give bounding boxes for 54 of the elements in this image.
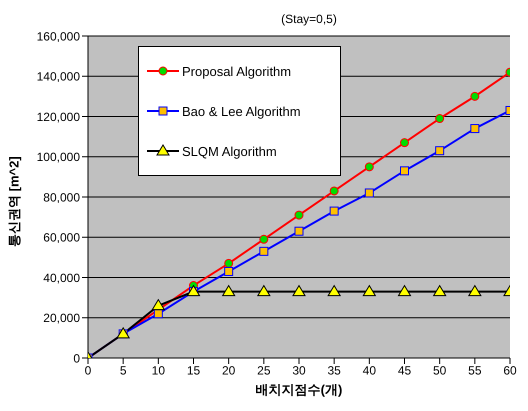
x-tick-label: 40: [362, 364, 376, 378]
point: [468, 285, 482, 296]
point: [294, 226, 304, 236]
legend-label: Bao & Lee Algorithm: [182, 104, 301, 118]
x-tick-label: 30: [292, 364, 306, 378]
point: [154, 309, 163, 318]
point: [435, 146, 444, 156]
x-tick-label: 0: [84, 364, 92, 378]
x-tick-label: 50: [432, 364, 447, 378]
y-tick-label: 160,000: [36, 29, 80, 44]
x-tick-label: 35: [327, 364, 342, 378]
point: [330, 206, 339, 216]
point: [400, 166, 409, 176]
point: [224, 266, 234, 276]
y-tick-label: 60,000: [43, 230, 80, 245]
point: [292, 285, 306, 296]
legend-label: Proposal Algorithm: [182, 64, 292, 78]
point: [400, 138, 409, 148]
point: [470, 124, 480, 134]
x-axis-title: 배치지점수(개): [256, 382, 342, 397]
point: [257, 285, 270, 296]
point: [294, 210, 304, 220]
point: [259, 234, 268, 244]
legend-label: SLQM Algorithm: [182, 144, 277, 158]
point: [435, 114, 444, 124]
point: [222, 285, 236, 296]
x-tick-label: 5: [120, 364, 127, 378]
y-tick-label: 20,000: [43, 311, 80, 326]
point: [152, 299, 165, 310]
point: [433, 285, 446, 296]
point: [362, 285, 376, 296]
point: [364, 188, 374, 198]
x-tick-label: 45: [398, 364, 412, 378]
chart-title: (Stay=0,5): [280, 11, 338, 28]
x-tick-label: 60: [503, 364, 517, 378]
point: [364, 162, 374, 172]
point: [259, 246, 268, 256]
y-tick-label: 0: [73, 351, 80, 366]
point: [224, 258, 234, 268]
y-tick-label: 140,000: [36, 70, 80, 84]
x-tick-label: 55: [468, 364, 482, 378]
y-tick-label: 120,000: [36, 110, 80, 124]
y-tick-label: 100,000: [36, 150, 80, 164]
x-tick-label: 10: [152, 364, 166, 378]
x-tick-label: 25: [257, 364, 271, 378]
x-tick-label: 20: [222, 364, 236, 378]
y-tick-label: 80,000: [43, 190, 80, 204]
point: [330, 186, 339, 196]
y-axis-title: 통신권역 [m^2]: [6, 156, 22, 247]
point: [470, 92, 480, 101]
point: [328, 285, 341, 296]
y-tick-label: 40,000: [43, 270, 80, 285]
x-tick-label: 15: [186, 364, 200, 378]
point: [398, 285, 411, 296]
